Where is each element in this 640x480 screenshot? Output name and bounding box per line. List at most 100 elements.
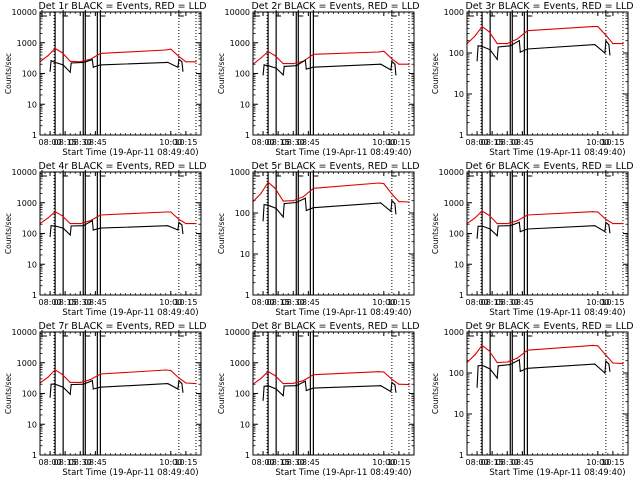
y-axis-label: Counts/sec xyxy=(4,53,13,94)
x-tick-label: 10:00 xyxy=(372,138,395,147)
events-data-point xyxy=(70,62,72,64)
y-tick-label: 100 xyxy=(22,70,37,79)
lld-data-point xyxy=(398,201,400,203)
events-data-point xyxy=(275,207,277,209)
x-axis-label: Start Time (19-Apr-11 08:49:40) xyxy=(275,468,411,478)
y-tick-label: 1 xyxy=(245,451,250,460)
events-data-point xyxy=(395,391,397,393)
events-data-point xyxy=(263,64,265,66)
events-data-point xyxy=(380,385,382,387)
events-data-point xyxy=(91,380,93,382)
events-data-point xyxy=(262,220,264,222)
y-tick-label: 1000 xyxy=(444,199,464,208)
x-tick-label: 08:45 xyxy=(84,298,107,307)
events-data-point xyxy=(267,65,269,67)
x-tick-label: 10:00 xyxy=(159,458,182,467)
events-data-point xyxy=(604,372,606,374)
events-data-point xyxy=(177,66,179,68)
x-tick-label: 08:45 xyxy=(511,138,534,147)
panel-title: Det 2r BLACK = Events, RED = LLD xyxy=(251,1,419,12)
events-data-point xyxy=(305,209,307,212)
lld-data-point xyxy=(592,26,594,28)
plot-area xyxy=(253,172,414,295)
x-tick-label: 08:15 xyxy=(54,298,77,307)
lld-data-point xyxy=(383,50,385,52)
events-data-point xyxy=(275,388,277,390)
events-data-point xyxy=(91,59,93,61)
lld-data-point xyxy=(592,211,594,213)
events-data-point xyxy=(394,384,396,386)
plot-frame xyxy=(252,11,415,136)
x-axis-label: Start Time (19-Apr-11 08:49:40) xyxy=(275,308,411,318)
lld-data-point xyxy=(481,344,483,346)
plot-area xyxy=(40,12,201,135)
lld-data-point xyxy=(79,381,81,383)
y-axis-label: Counts/sec xyxy=(4,213,13,254)
lld-data-point xyxy=(89,220,91,222)
lld-data-point xyxy=(391,58,393,60)
y-tick-label: 1 xyxy=(32,131,37,140)
events-data-point xyxy=(50,225,52,227)
events-data-point xyxy=(394,203,396,205)
x-tick-label: 10:15 xyxy=(174,138,197,147)
events-data-point xyxy=(295,201,297,204)
y-axis-label: Counts/sec xyxy=(431,213,440,254)
events-data-point xyxy=(594,363,596,365)
x-tick-label: 08:45 xyxy=(511,458,534,467)
lld-data-point xyxy=(292,63,294,65)
events-data-point xyxy=(49,70,51,72)
events-data-point xyxy=(477,365,479,367)
lld-data-point xyxy=(383,371,385,373)
events-data-point xyxy=(54,225,56,227)
events-data-point xyxy=(489,368,491,370)
y-axis-label: Counts/sec xyxy=(431,373,440,414)
lld-data-point xyxy=(516,38,518,40)
events-data-point xyxy=(82,225,84,227)
panel-title: Det 1r BLACK = Events, RED = LLD xyxy=(38,1,206,12)
lld-data-point xyxy=(391,378,393,380)
lld-data-point xyxy=(54,369,56,371)
x-tick-label: 08:30 xyxy=(69,138,92,147)
panel-title: Det 8r BLACK = Events, RED = LLD xyxy=(251,321,419,332)
y-tick-label: 100 xyxy=(235,209,250,218)
events-data-point xyxy=(304,59,306,61)
lld-data-point xyxy=(69,223,71,225)
plot-frame xyxy=(466,171,629,296)
y-tick-label: 10000 xyxy=(12,328,37,337)
lld-data-point xyxy=(312,374,314,376)
plot-frame xyxy=(39,331,202,456)
events-data-point xyxy=(262,399,264,401)
lld-data-point xyxy=(378,182,380,184)
lld-data-point xyxy=(99,52,101,55)
events-data-point xyxy=(99,227,101,229)
lld-data-point xyxy=(612,362,614,364)
events-data-point xyxy=(391,60,393,62)
events-data-point xyxy=(178,380,180,382)
lld-data-point xyxy=(488,214,490,216)
x-tick-label: 08:45 xyxy=(84,458,107,467)
events-data-point xyxy=(526,228,528,230)
lld-data-point xyxy=(312,53,314,55)
events-data-point xyxy=(182,70,184,72)
detector-panel-1: Det 1r BLACK = Events, RED = LLD 1 10 100 10… xyxy=(4,1,207,158)
plot-area xyxy=(253,12,414,135)
events-data-point xyxy=(82,61,84,64)
y-tick-label: 100 xyxy=(449,230,464,239)
events-data-point xyxy=(380,202,382,204)
events-data-point xyxy=(605,360,607,362)
x-axis-label: Start Time (19-Apr-11 08:49:40) xyxy=(489,148,625,158)
y-tick-label: 1000 xyxy=(444,328,464,337)
events-data-point xyxy=(282,216,284,218)
y-tick-label: 1 xyxy=(459,131,464,140)
detector-panel-4: Det 4r BLACK = Events, RED = LLD 1 10 100 10… xyxy=(4,161,207,318)
y-tick-label: 1000 xyxy=(17,359,37,368)
events-data-point xyxy=(167,225,169,227)
events-data-point xyxy=(312,387,314,389)
y-tick-label: 1 xyxy=(459,291,464,300)
lld-data-point xyxy=(195,223,197,225)
y-tick-label: 10 xyxy=(454,260,464,269)
x-tick-label: 10:00 xyxy=(159,138,182,147)
events-data-point xyxy=(496,58,498,61)
lld-data-point xyxy=(185,61,187,63)
events-data-point xyxy=(50,383,52,385)
